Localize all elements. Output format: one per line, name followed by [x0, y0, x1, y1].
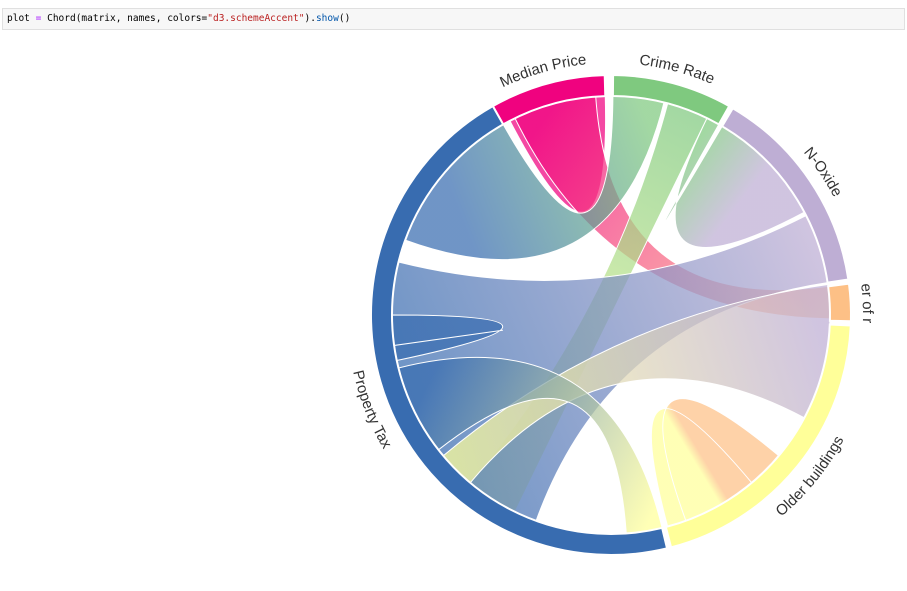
code-call: Chord(matrix, names, colors=	[47, 13, 208, 24]
code-dot: .	[310, 13, 316, 24]
arc-median-price[interactable]	[491, 74, 607, 126]
code-cell[interactable]: plot = Chord(matrix, names, colors="d3.s…	[2, 8, 905, 30]
code-operator: =	[35, 13, 42, 24]
ribbon-layer	[391, 95, 831, 535]
arc-crime-rate[interactable]	[611, 74, 731, 126]
code-tail: ()	[338, 13, 351, 24]
arc-property-tax[interactable]	[369, 104, 669, 556]
code-string: "d3.schemeAccent"	[207, 13, 305, 24]
arc-layer	[369, 74, 852, 556]
arc-number-of-rooms[interactable]	[827, 282, 852, 323]
arc-n-oxide[interactable]	[720, 106, 850, 284]
arc-older-buildings[interactable]	[664, 323, 852, 549]
code-method: show	[315, 13, 339, 24]
code-close: )	[304, 13, 311, 24]
code-var: plot	[7, 13, 30, 24]
